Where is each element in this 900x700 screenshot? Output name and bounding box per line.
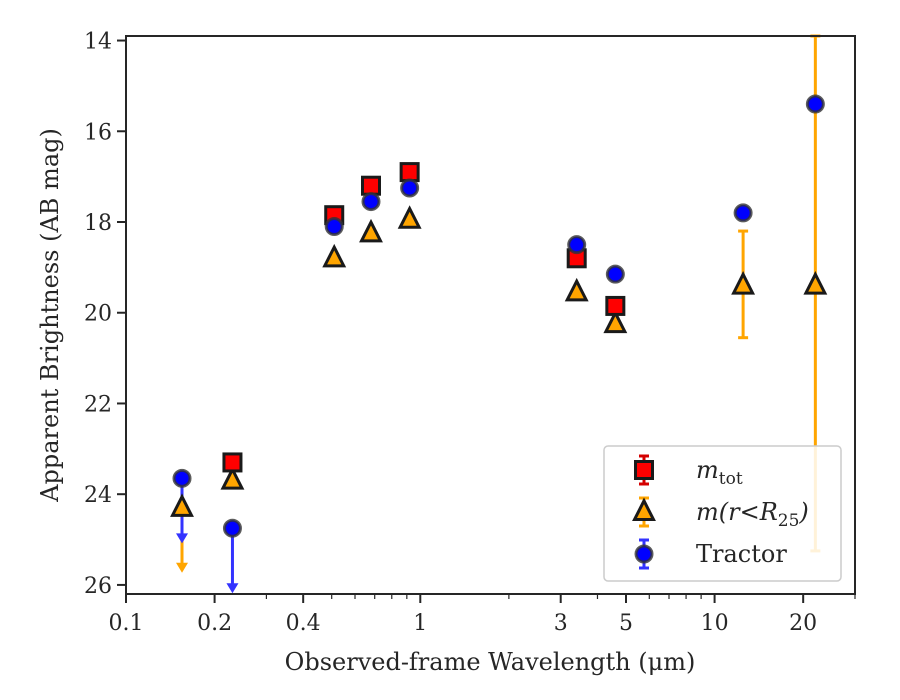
x-tick-label: 20	[789, 611, 817, 636]
data-point-circle	[805, 94, 825, 114]
y-tick-label: 18	[84, 211, 112, 236]
y-tick-label: 14	[84, 30, 112, 55]
data-point-square	[399, 162, 420, 183]
data-point-square	[361, 175, 382, 196]
data-point-circle	[172, 468, 192, 488]
x-tick-label: 5	[619, 611, 633, 636]
x-tick-label: 0.4	[286, 611, 321, 636]
y-tick-label: 24	[84, 483, 112, 508]
legend: mtot m(r<R25) Tractor	[603, 445, 842, 582]
data-point-square	[605, 295, 626, 316]
data-point-triangle	[220, 466, 245, 490]
x-tick-label: 0.2	[197, 611, 232, 636]
data-point-triangle	[397, 205, 422, 229]
upper-limit-arrow-head	[176, 533, 189, 544]
data-point-triangle	[564, 277, 589, 302]
legend-box	[603, 445, 842, 582]
data-point-circle	[567, 235, 587, 255]
data-point-circle	[361, 192, 381, 212]
markers	[170, 94, 828, 538]
data-point-circle	[324, 217, 344, 237]
plot-frame	[125, 35, 856, 595]
x-tick-label: 1	[413, 611, 427, 636]
data-point-triangle	[731, 271, 756, 295]
x-axis-label: Observed-frame Wavelength (μm)	[285, 648, 696, 676]
y-tick-label: 20	[84, 302, 112, 327]
y-tick-label: 26	[84, 574, 112, 599]
legend-marker-square	[634, 460, 654, 480]
legend-label: Tractor	[696, 540, 787, 568]
legend-label: mtot	[696, 456, 743, 489]
tick-labels: 0.1 0.2 0.4 1 3 5 10 20 14 16 18 20 22 24 26	[84, 30, 817, 636]
legend-label: m(r<R25)	[696, 498, 809, 531]
x-tick-label: 10	[701, 611, 729, 636]
y-tick-label: 16	[84, 120, 112, 145]
data-point-circle	[400, 178, 420, 198]
data-point-circle	[733, 203, 753, 223]
x-tick-label: 0.1	[109, 611, 144, 636]
data-point-circle	[605, 264, 625, 284]
legend-marker-circle	[634, 544, 654, 564]
legend-marker-triangle	[632, 497, 656, 522]
data-point-circle	[222, 518, 242, 538]
data-point-triangle	[359, 218, 383, 243]
major-ticks	[117, 39, 805, 603]
data-point-triangle	[803, 271, 828, 295]
x-tick-label: 3	[554, 611, 568, 636]
y-tick-label: 22	[84, 392, 112, 417]
data-point-triangle	[322, 243, 347, 268]
upper-limit-arrow-head	[176, 562, 189, 573]
upper-limit-arrow-head	[226, 583, 239, 594]
data-point-triangle	[603, 309, 628, 334]
y-axis-label: Apparent Brightness (AB mag)	[36, 128, 64, 503]
data-point-square	[222, 452, 243, 473]
data-point-triangle	[170, 493, 194, 517]
